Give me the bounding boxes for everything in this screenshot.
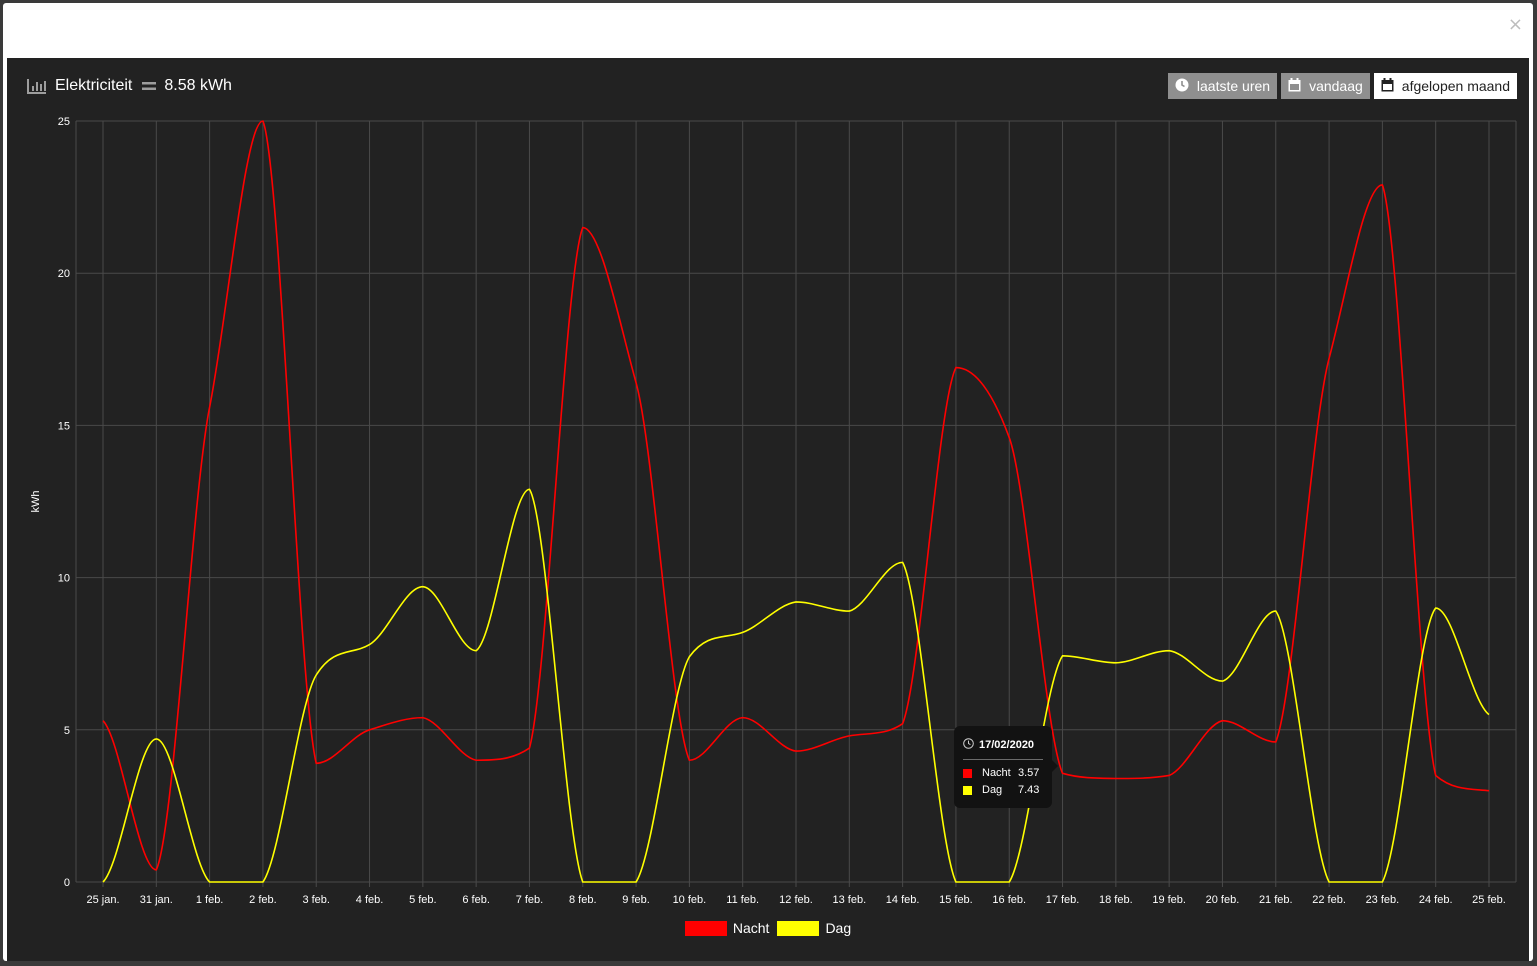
- panel-header: Elektriciteit 8.58 kWh: [27, 74, 232, 98]
- x-tick-label: 21 feb.: [1259, 894, 1293, 906]
- tooltip-series-name: Nacht: [982, 767, 1011, 779]
- y-axis-label: kWh: [30, 491, 42, 513]
- x-tick-label: 22 feb.: [1312, 894, 1346, 906]
- x-tick-label: 31 jan.: [140, 894, 173, 906]
- y-tick-label: 20: [58, 268, 70, 280]
- calendar-icon: [1288, 77, 1309, 95]
- last-hours-label: laatste uren: [1196, 78, 1271, 94]
- equals-icon: [142, 81, 157, 91]
- y-tick-label: 15: [58, 420, 70, 432]
- tooltip-row-dag: Dag 7.43: [963, 784, 1039, 796]
- total-value: 8.58 kWh: [164, 77, 232, 94]
- clock-icon: [1175, 78, 1197, 95]
- x-tick-label: 8 feb.: [569, 894, 597, 906]
- x-tick-label: 7 feb.: [516, 894, 544, 906]
- tooltip-series-name: Dag: [982, 784, 1003, 796]
- y-tick-label: 0: [64, 877, 70, 889]
- tooltip-row-nacht: Nacht 3.57: [963, 767, 1039, 779]
- x-tick-label: 11 feb.: [726, 894, 759, 906]
- x-tick-label: 14 feb.: [886, 894, 920, 906]
- legend-item-nacht[interactable]: Nacht: [684, 920, 770, 936]
- x-tick-label: 20 feb.: [1206, 894, 1240, 906]
- close-icon[interactable]: ×: [1507, 14, 1523, 35]
- x-tick-label: 6 feb.: [462, 894, 490, 906]
- tooltip-series-value: 7.43: [1018, 784, 1040, 796]
- modal-dialog: × Elektriciteit 8.58 kWh: [3, 3, 1533, 961]
- last-month-button[interactable]: afgelopen maand: [1373, 73, 1517, 99]
- x-tick-label: 24 feb.: [1419, 894, 1453, 906]
- tooltip-swatch: [963, 768, 972, 778]
- tooltip-series-value: 3.57: [1018, 767, 1040, 779]
- x-tick-label: 3 feb.: [302, 894, 330, 906]
- chart-panel: Elektriciteit 8.58 kWh laatste uren: [7, 58, 1529, 961]
- legend-label: Nacht: [732, 920, 770, 936]
- x-tick-label: 10 feb.: [673, 894, 707, 906]
- chart-tooltip: 17/02/2020 Nacht 3.57 Dag 7.43: [954, 726, 1058, 808]
- clock-icon: [963, 738, 979, 752]
- y-tick-label: 5: [64, 725, 70, 737]
- x-tick-label: 19 feb.: [1152, 894, 1186, 906]
- x-tick-label: 25 jan.: [86, 894, 119, 906]
- series-line-dag: [102, 488, 1490, 883]
- legend-item-dag[interactable]: Dag: [777, 920, 851, 936]
- line-chart: 0 5 10 15 20 25 25 jan. 31 jan. 1 feb. 2 feb. 3 fe…: [30, 116, 1517, 906]
- x-tick-label: 2 feb.: [249, 894, 277, 906]
- chart-legend: Nacht Dag: [7, 920, 1529, 936]
- x-tick-label: 9 feb.: [622, 894, 650, 906]
- legend-swatch: [777, 920, 820, 936]
- today-button[interactable]: vandaag: [1281, 73, 1370, 99]
- last-hours-button[interactable]: laatste uren: [1167, 73, 1278, 99]
- tooltip-divider: [963, 759, 1043, 760]
- x-tick-label: 12 feb.: [779, 894, 813, 906]
- tooltip-date: 17/02/2020: [979, 739, 1035, 751]
- panel-title: Elektriciteit: [55, 77, 133, 94]
- x-tick-label: 18 feb.: [1099, 894, 1133, 906]
- series-line-nacht: [102, 120, 1490, 871]
- tooltip-header: 17/02/2020: [963, 738, 1034, 752]
- today-label: vandaag: [1309, 78, 1363, 94]
- range-button-group: laatste uren vandaag: [1167, 73, 1517, 99]
- legend-label: Dag: [825, 920, 852, 936]
- x-tick-label: 16 feb.: [992, 894, 1026, 906]
- x-tick-label: 13 feb.: [832, 894, 866, 906]
- bar-chart-icon: [27, 78, 47, 94]
- x-tick-label: 23 feb.: [1366, 894, 1400, 906]
- legend-swatch: [684, 920, 727, 936]
- calendar-icon: [1381, 77, 1402, 95]
- y-tick-label: 10: [58, 573, 70, 585]
- y-tick-label: 25: [58, 116, 70, 128]
- x-tick-label: 1 feb.: [196, 894, 224, 906]
- tooltip-swatch: [963, 785, 972, 795]
- tooltip-arrow: [1052, 760, 1058, 772]
- x-tick-label: 17 feb.: [1046, 894, 1080, 906]
- x-tick-label: 5 feb.: [409, 894, 437, 906]
- x-tick-label: 25 feb.: [1472, 894, 1506, 906]
- x-tick-label: 4 feb.: [356, 894, 384, 906]
- x-tick-label: 15 feb.: [939, 894, 973, 906]
- last-month-label: afgelopen maand: [1401, 78, 1510, 94]
